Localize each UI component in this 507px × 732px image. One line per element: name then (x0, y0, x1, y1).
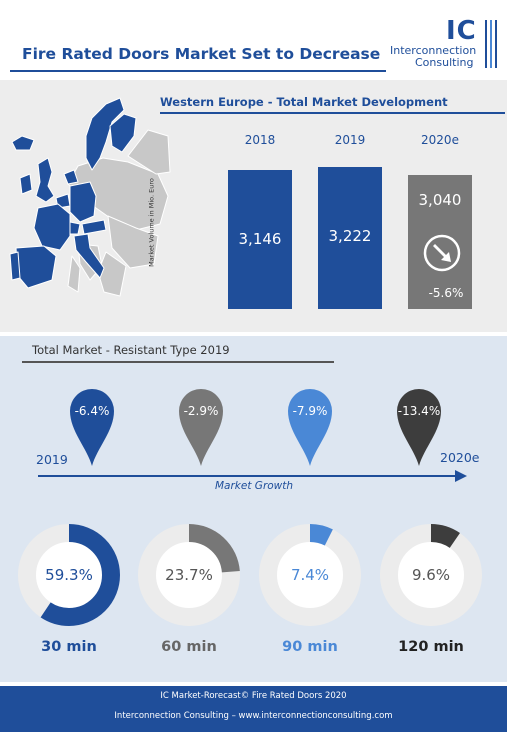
growth-pin (70, 389, 114, 466)
market-development-underline (160, 112, 505, 114)
timeline-label: Market Growth (215, 480, 294, 492)
bar (408, 175, 472, 309)
growth-pin-label: -6.4% (74, 404, 110, 418)
logo-bar-3 (495, 20, 497, 68)
growth-pin (397, 389, 441, 466)
market-development-title: Western Europe - Total Market Developmen… (160, 95, 448, 109)
europe-map-icon (9, 97, 171, 297)
bar (228, 170, 292, 309)
timeline-end: 2020e (440, 450, 480, 465)
bar (318, 167, 382, 309)
page-title: Fire Rated Doors Market Set to Decrease (22, 45, 381, 63)
donut-value-label: 59.3% (45, 566, 93, 584)
footer-line2: Interconnection Consulting – www.interco… (114, 711, 393, 721)
logo-bar-2 (490, 20, 492, 68)
donut-chart (259, 524, 361, 626)
timeline-arrow-icon (455, 470, 467, 482)
donut-category-label: 120 min (398, 639, 464, 655)
timeline-start: 2019 (36, 452, 68, 467)
donut-category-label: 30 min (41, 639, 97, 655)
bar-category-label: 2020e (421, 133, 459, 147)
logo-line1: Interconnection (390, 44, 477, 57)
donut-chart (138, 524, 240, 626)
growth-pin-label: -7.9% (292, 404, 328, 418)
down-right-arrow-icon (423, 234, 461, 272)
bar-value-label: 3,146 (238, 230, 282, 248)
growth-pin (179, 389, 223, 466)
footer (0, 686, 507, 732)
bar-chart-ylabel: Market Volume in Mio. Euro (147, 178, 156, 267)
growth-pin-label: -2.9% (183, 404, 219, 418)
footer-line1: IC Market-Rorecast© Fire Rated Doors 202… (160, 691, 347, 701)
change-2020e-label: -5.6% (428, 286, 464, 300)
donut-value-label: 7.4% (290, 566, 330, 584)
growth-pin-label: -13.4% (397, 404, 441, 418)
donut-category-label: 60 min (161, 639, 217, 655)
bar-category-label: 2019 (334, 133, 366, 147)
donut-chart (380, 524, 482, 626)
donut-value-label: 9.6% (411, 566, 451, 584)
timeline-line (38, 475, 458, 477)
donut-value-label: 23.7% (165, 566, 213, 584)
logo-bar-1 (485, 20, 487, 68)
logo-line2: Consulting (415, 56, 474, 69)
title-underline (10, 70, 386, 72)
logo-initials: IC (446, 16, 477, 46)
resistant-type-title: Total Market - Resistant Type 2019 (32, 343, 230, 357)
bar-value-label: 3,040 (418, 191, 462, 209)
growth-pin (288, 389, 332, 466)
bar-value-label: 3,222 (328, 227, 372, 245)
donut-category-label: 90 min (282, 639, 338, 655)
resistant-type-underline (22, 361, 334, 363)
donut-chart (18, 524, 120, 626)
bar-category-label: 2018 (244, 133, 276, 147)
